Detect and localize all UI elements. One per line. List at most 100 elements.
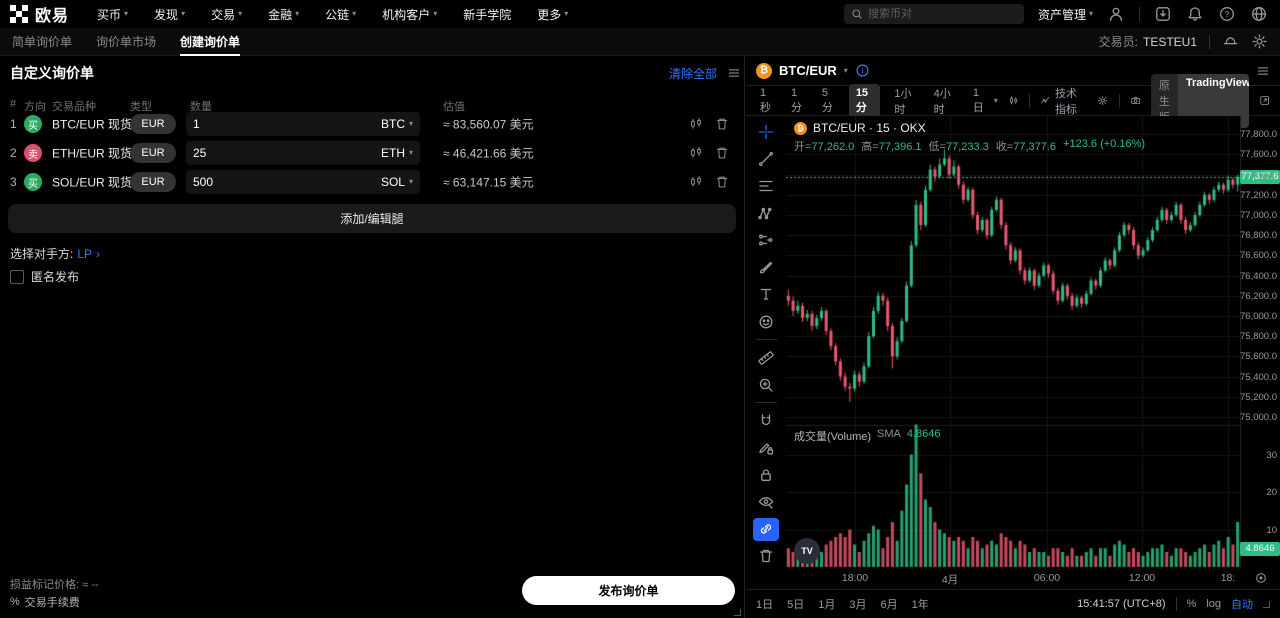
delete-icon[interactable] [714, 116, 730, 132]
amount-input[interactable] [193, 175, 353, 189]
indicators-button[interactable]: 技术指标 [1040, 85, 1088, 117]
measure-ruler-tool[interactable] [753, 346, 779, 369]
amount-input[interactable] [193, 146, 353, 160]
tf-4h[interactable]: 4小时 [933, 87, 951, 116]
notifications-bell-icon[interactable] [1186, 5, 1204, 23]
menu-finance[interactable]: 金融 ▾ [268, 7, 300, 22]
settings-gear-icon[interactable] [1251, 33, 1268, 50]
tf-5m[interactable]: 5分 [821, 86, 833, 114]
menu-academy[interactable]: 新手学院 [463, 7, 512, 22]
tab-rfq-market[interactable]: 询价单市场 [96, 35, 157, 49]
tradingview-logo[interactable]: TV [794, 538, 820, 564]
pair-selector[interactable]: SOL/EUR 现货› [52, 174, 141, 191]
search-input[interactable] [867, 8, 1008, 20]
resize-handle[interactable] [1263, 600, 1270, 608]
counterparty-link[interactable]: LP [77, 246, 93, 261]
hide-drawings-tool[interactable] [753, 491, 779, 514]
text-tool[interactable] [753, 283, 779, 306]
screenshot-camera-icon[interactable] [1130, 93, 1141, 108]
counterparty-label: 选择对手方: [10, 247, 74, 261]
okx-logo[interactable]: 欧易 [10, 2, 69, 26]
tf-15m[interactable]: 15分 [848, 83, 881, 118]
currency-pill[interactable]: EUR [130, 172, 176, 192]
add-edit-legs-button[interactable]: 添加/编辑腿 [8, 204, 736, 233]
brush-tool[interactable] [753, 256, 779, 279]
menu-buy-crypto[interactable]: 买币 ▾ [97, 7, 129, 22]
prediction-tool[interactable] [753, 229, 779, 252]
help-icon[interactable]: ? [1218, 5, 1236, 23]
time-axis[interactable]: 18:00 4月 06:00 12:00 18: [746, 568, 1280, 590]
menu-trade[interactable]: 交易 ▾ [211, 7, 243, 22]
percent-scale-button[interactable]: % [1186, 598, 1197, 610]
trend-line-tool[interactable] [753, 147, 779, 170]
range-6mo[interactable]: 6月 [880, 599, 898, 611]
price-axis[interactable]: 77,377.6 4.8646 77,800.0 77,600.0 77,400.0… [1240, 116, 1280, 568]
currency-pill[interactable]: EUR [130, 114, 176, 134]
zoom-in-tool[interactable] [753, 373, 779, 396]
chart-menu-icon[interactable] [1256, 64, 1270, 78]
price-axis-label: 77,600.0 [1240, 149, 1277, 161]
magnet-tool[interactable] [753, 409, 779, 432]
log-scale-button[interactable]: log [1206, 598, 1221, 610]
candlestick-chart[interactable] [786, 116, 1240, 568]
delete-icon[interactable] [714, 174, 730, 190]
range-5d[interactable]: 5日 [787, 599, 805, 611]
tab-create-rfq[interactable]: 创建询价单 [180, 28, 241, 56]
chevron-down-icon[interactable]: ▾ [993, 95, 998, 105]
crosshair-tool[interactable] [753, 120, 779, 143]
range-3mo[interactable]: 3月 [849, 599, 867, 611]
sync-link-tool[interactable] [753, 517, 779, 541]
lock-all-tool[interactable] [753, 463, 779, 486]
menu-chain[interactable]: 公链 ▾ [325, 7, 357, 22]
range-1y[interactable]: 1年 [911, 599, 929, 611]
pair-selector[interactable]: ETH/EUR 现货› [52, 145, 141, 162]
chart-settings-gear-icon[interactable] [1097, 93, 1108, 108]
amount-input[interactable] [193, 117, 353, 131]
unit-selector[interactable]: SOL ▾ [380, 175, 413, 189]
language-globe-icon[interactable] [1250, 5, 1268, 23]
clear-all-link[interactable]: 清除全部 [668, 66, 717, 81]
currency-pill[interactable]: EUR [130, 143, 176, 163]
range-1mo[interactable]: 1月 [818, 599, 836, 611]
menu-institutional[interactable]: 机构客户 ▾ [382, 7, 438, 22]
pair-selector[interactable]: BTC/EUR 现货› [52, 116, 141, 133]
chevron-down-icon: ▾ [295, 9, 300, 18]
expand-icon[interactable] [1259, 93, 1270, 108]
assets-management-dropdown[interactable]: 资产管理 ▾ [1037, 7, 1093, 22]
unit-selector[interactable]: ETH ▾ [380, 146, 413, 160]
tf-1d[interactable]: 1日 [972, 86, 984, 114]
candle-chart-icon[interactable] [688, 145, 704, 161]
tab-simple-rfq[interactable]: 简单询价单 [12, 35, 73, 49]
tf-1h[interactable]: 1小时 [894, 87, 912, 116]
remove-drawings-tool[interactable] [753, 545, 779, 568]
auto-scale-button[interactable]: 自动 [1231, 599, 1253, 611]
xabcd-pattern-tool[interactable] [753, 201, 779, 224]
tf-1m[interactable]: 1分 [790, 86, 802, 114]
symbol-selector[interactable]: BTC/EUR [779, 63, 837, 78]
candle-chart-icon[interactable] [688, 174, 704, 190]
menu-discover[interactable]: 发现 ▾ [154, 7, 186, 22]
resize-handle[interactable] [734, 609, 741, 616]
candle-chart-icon[interactable] [688, 116, 704, 132]
emoji-tool[interactable] [753, 310, 779, 333]
panel-menu-icon[interactable] [727, 66, 741, 80]
anonymous-checkbox[interactable] [10, 269, 24, 284]
candle-style-icon[interactable] [1008, 93, 1019, 108]
delete-icon[interactable] [714, 145, 730, 161]
menu-more[interactable]: 更多 ▾ [537, 7, 569, 22]
leg-valuation: ≈ 83,560.07 美元 [443, 117, 534, 132]
chevron-right-icon[interactable]: › [96, 246, 101, 261]
publish-rfq-button[interactable]: 发布询价单 [522, 576, 735, 605]
chevron-down-icon[interactable]: ▾ [843, 65, 848, 75]
user-icon[interactable] [1107, 5, 1125, 23]
range-1d[interactable]: 1日 [756, 599, 774, 611]
info-icon[interactable]: i [855, 63, 870, 78]
fib-lines-tool[interactable] [753, 174, 779, 197]
download-app-icon[interactable] [1154, 5, 1172, 23]
draw-lock-tool[interactable] [753, 436, 779, 459]
goto-realtime-icon[interactable] [1254, 571, 1268, 585]
unit-selector[interactable]: BTC ▾ [380, 117, 413, 131]
trader-hat-icon[interactable] [1222, 33, 1239, 50]
tf-1s[interactable]: 1秒 [760, 86, 771, 114]
search-box[interactable] [843, 4, 1024, 24]
